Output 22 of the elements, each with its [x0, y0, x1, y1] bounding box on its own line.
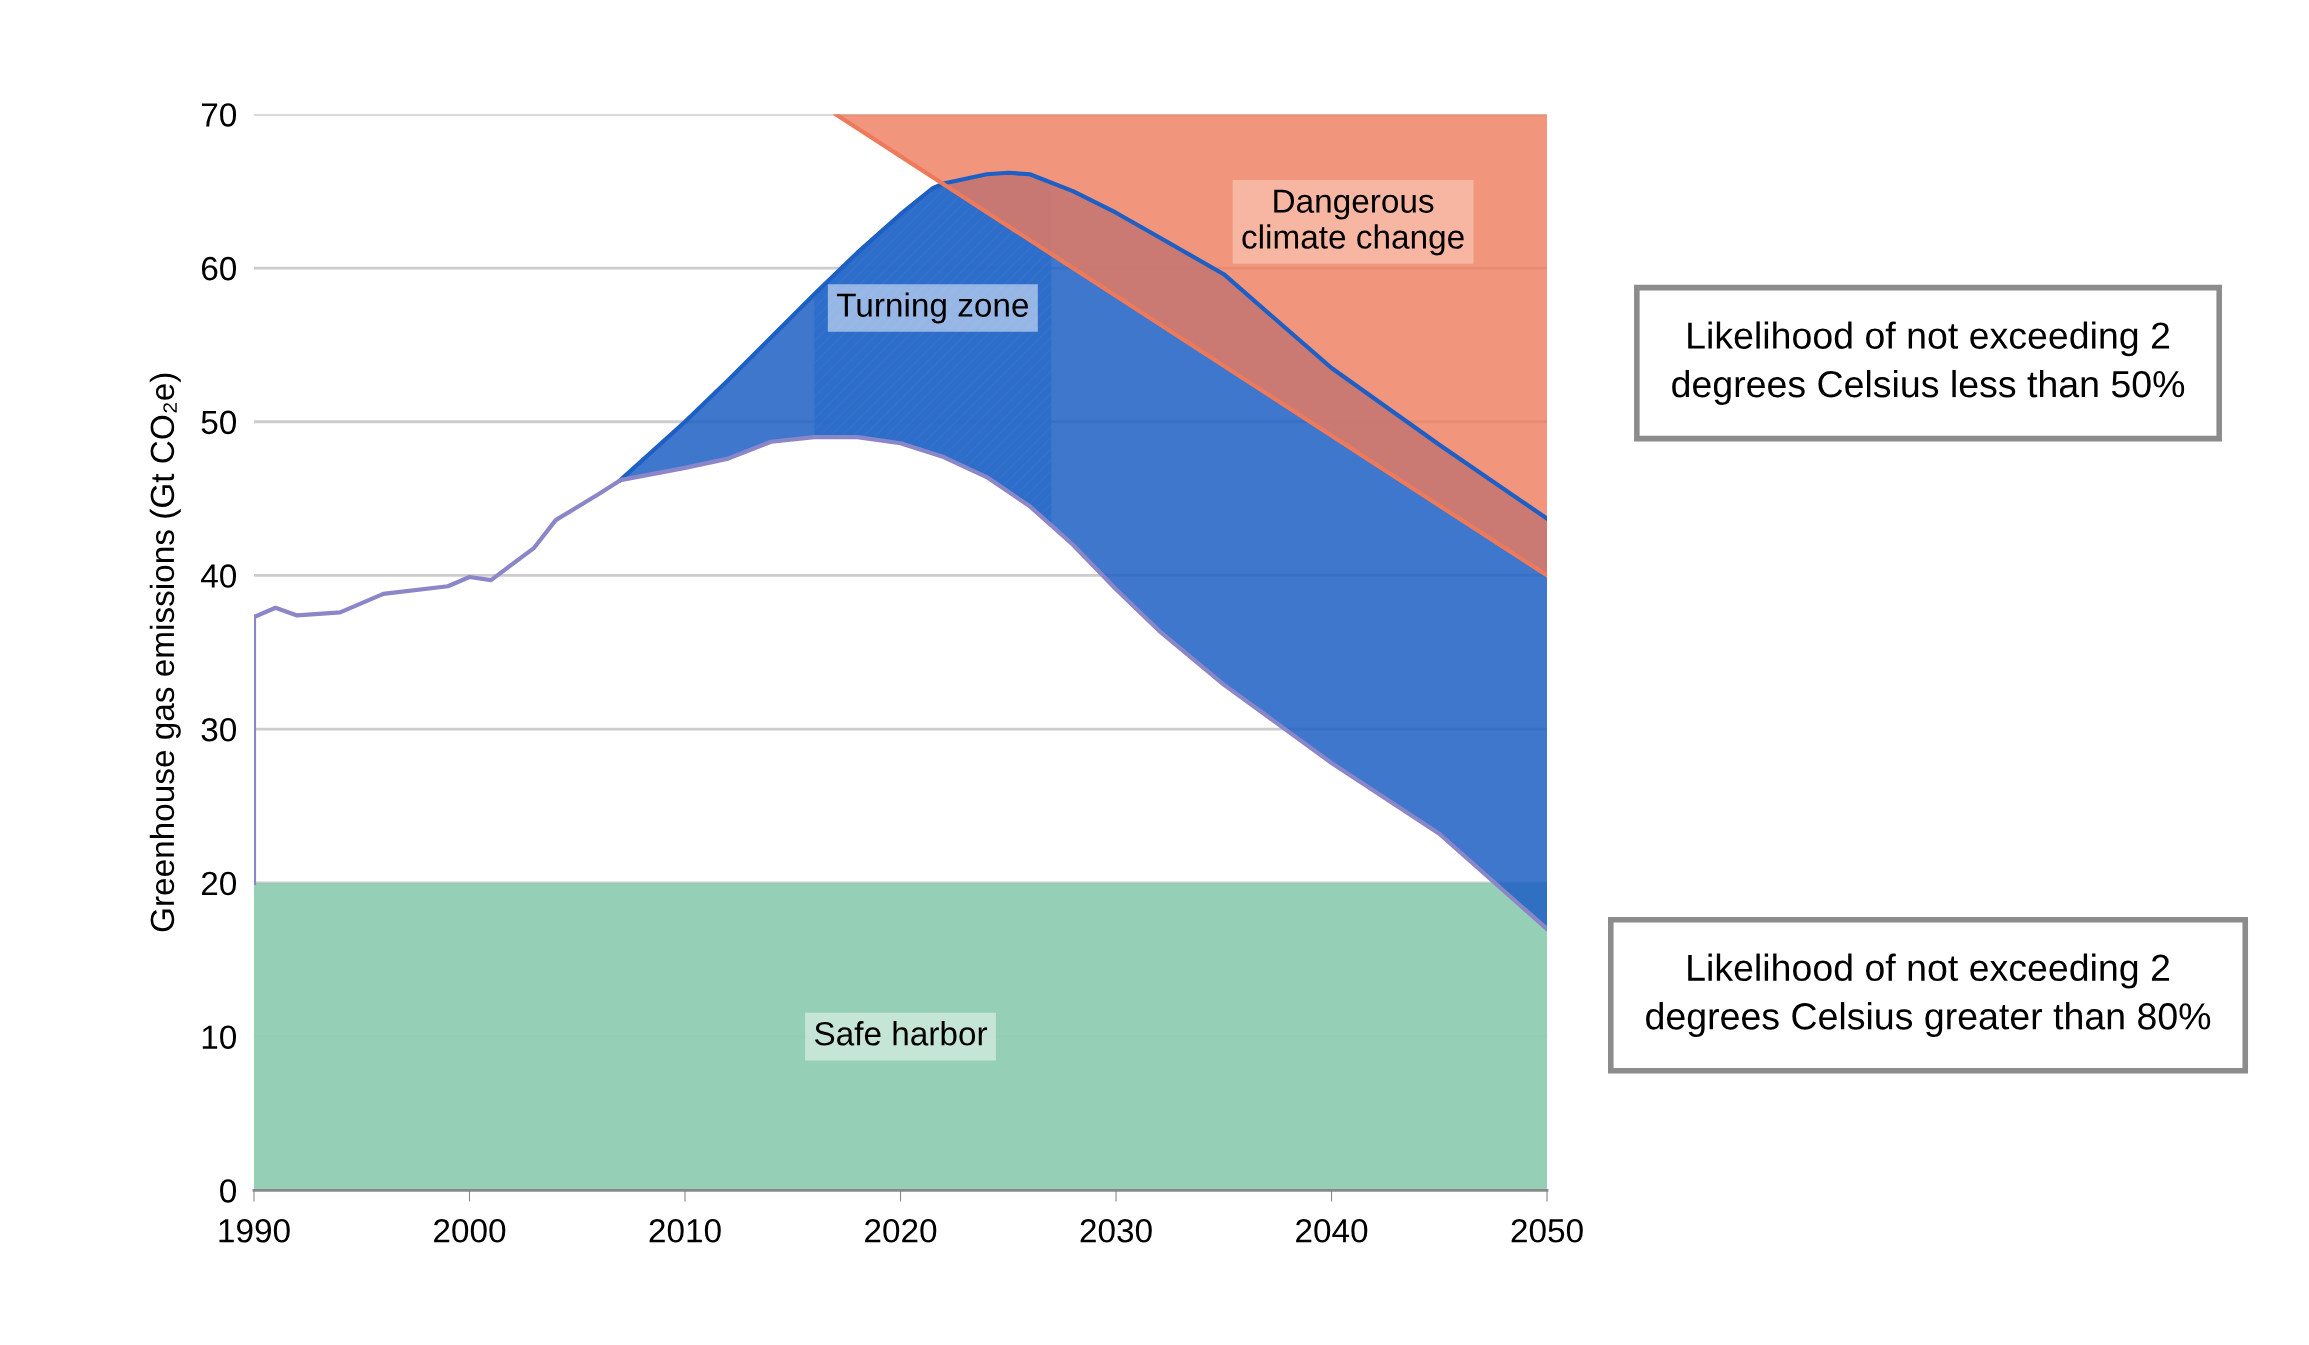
y-tick-label: 60	[201, 256, 237, 281]
text: Likelihood of not exceeding 2 degrees Celsius less than 50%	[1672, 321, 2185, 405]
x-tick-label: 1990	[219, 1218, 290, 1243]
annotation: Dangerous climate change	[1242, 189, 1464, 256]
x-tick-label: 2040	[1296, 1218, 1368, 1243]
line-series	[253, 435, 1548, 932]
band-label: Turning zone	[836, 292, 1029, 324]
y-tick-label: 0	[220, 1179, 237, 1203]
x-tick-label: 2030	[1080, 1218, 1152, 1243]
band-label: Safe harbor	[814, 1021, 988, 1046]
x-tick-label: 2010	[649, 1218, 721, 1243]
y-tick-label: 50	[201, 410, 237, 435]
x-tick-label: 2000	[434, 1218, 506, 1243]
y-tick-label: 40	[201, 564, 237, 588]
y-tick-label: 10	[202, 1025, 237, 1050]
y-tick-label: 20	[201, 871, 237, 896]
y-tick-label: 30	[201, 717, 237, 742]
y-tick-label: 70	[201, 103, 237, 127]
text: Likelihood of not exceeding 2 degrees Celsius greater than 80%	[1646, 953, 2211, 1038]
x-tick-label: 2020	[865, 1218, 937, 1243]
y-axis-title: Greenhouse gas emissions (Gt CO₂e)	[149, 373, 181, 932]
x-tick-label: 2050	[1511, 1218, 1583, 1243]
